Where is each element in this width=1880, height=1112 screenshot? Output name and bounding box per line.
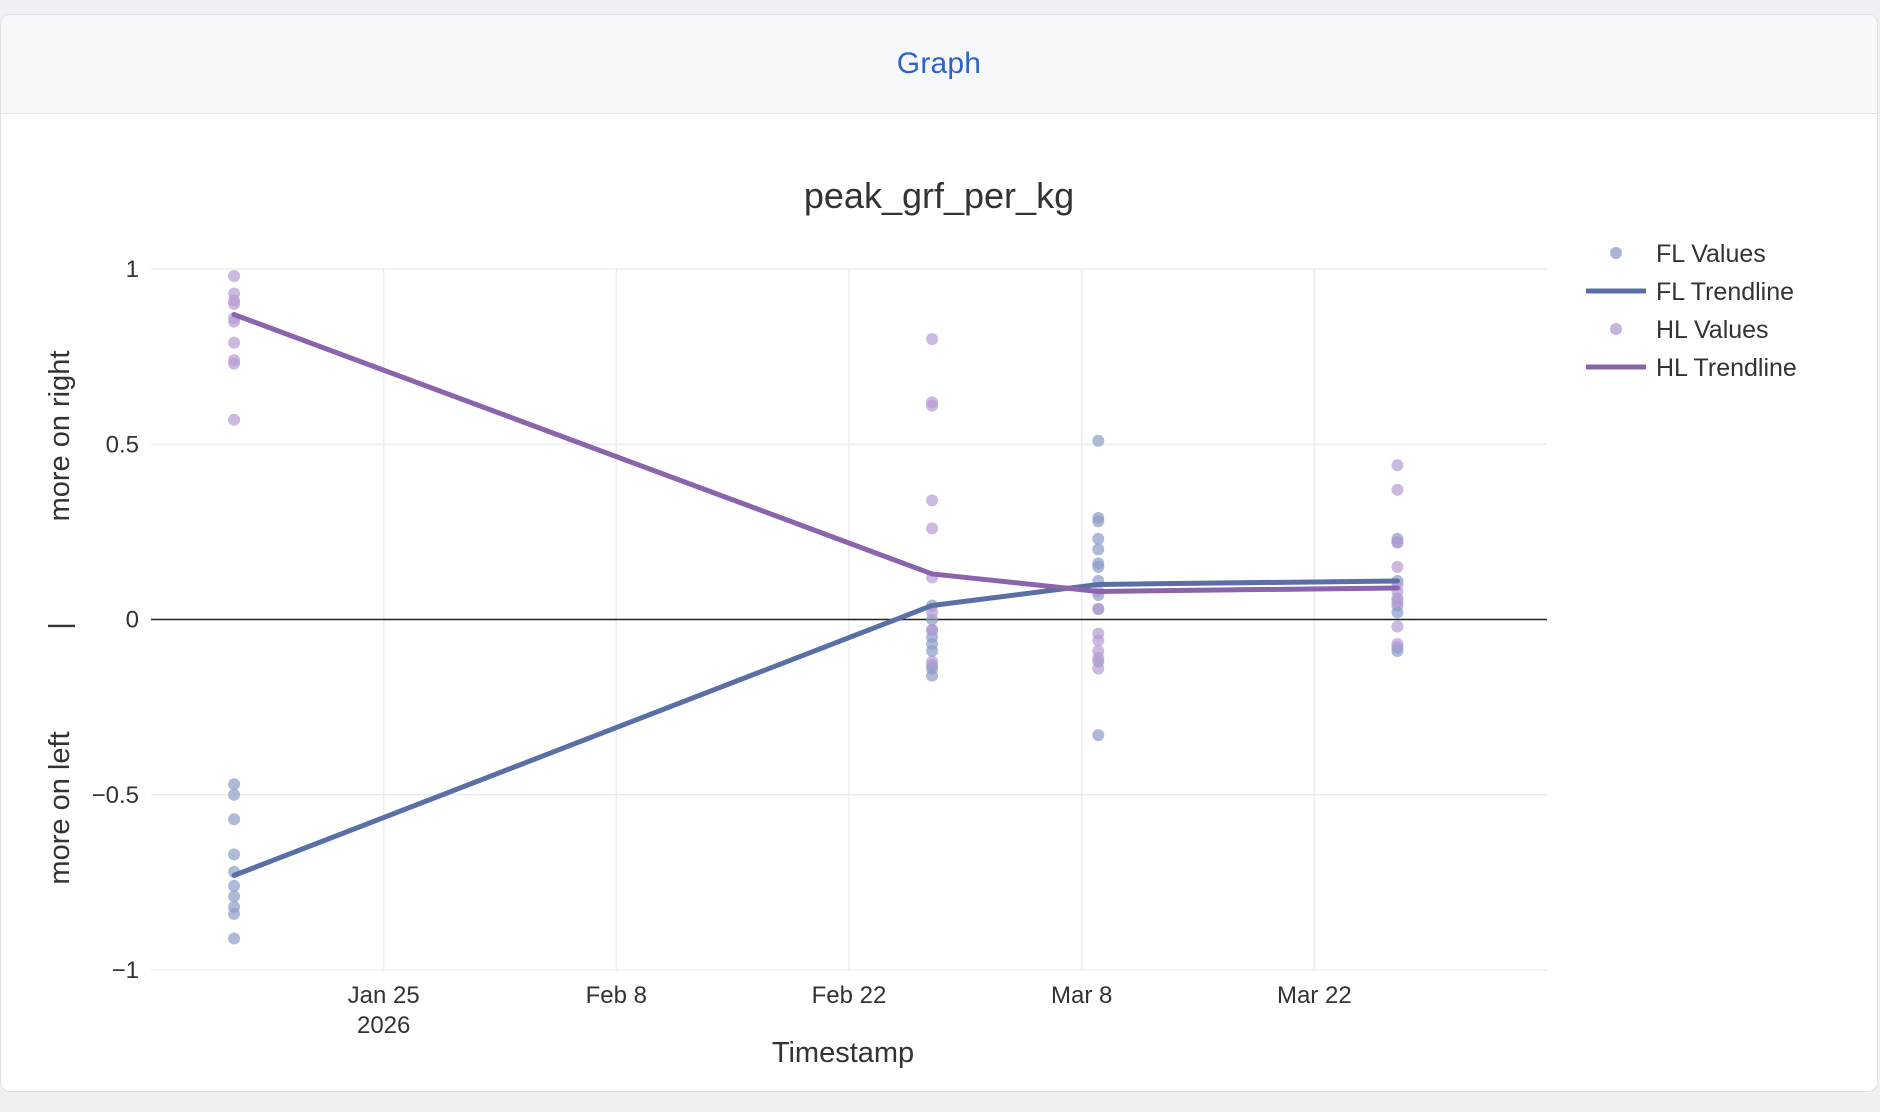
plot-data xyxy=(228,270,1404,945)
hl-value-point xyxy=(926,494,939,507)
fl-value-point xyxy=(228,932,241,945)
hl-value-point xyxy=(1391,536,1404,549)
hl-values-group xyxy=(228,270,1404,675)
fl-value-point xyxy=(228,788,241,801)
x-tick-sublabel: 2026 xyxy=(357,1012,410,1039)
legend-label: FL Trendline xyxy=(1656,278,1794,306)
hl-value-point xyxy=(926,655,939,668)
chart-area: 1 0.5 0 −0.5 −1 Jan 25 2026 Feb 8 Feb 22 Mar 8 Mar… xyxy=(1,114,1877,1091)
hl-value-point xyxy=(228,357,241,370)
hl-value-point xyxy=(1092,662,1105,675)
hl-value-point xyxy=(926,333,939,346)
hl-value-point xyxy=(1391,595,1404,608)
hl-value-point xyxy=(926,624,939,637)
tab-graph[interactable]: Graph xyxy=(896,47,982,80)
hl-value-point xyxy=(1092,602,1105,615)
y-axis-label-top: more on right xyxy=(44,351,76,522)
x-tick-label: Feb 8 xyxy=(586,982,647,1009)
legend-item-fl-values: FL Values xyxy=(1610,240,1766,268)
fl-value-point xyxy=(1092,560,1105,573)
fl-value-point xyxy=(228,778,241,791)
fl-value-point xyxy=(926,645,939,658)
hl-value-point xyxy=(1391,620,1404,633)
fl-value-point xyxy=(1092,543,1105,556)
legend-marker xyxy=(1610,323,1622,335)
legend-item-hl-trendline: HL Trendline xyxy=(1586,354,1797,382)
fl-value-point xyxy=(228,907,241,920)
y-tick-label: 0 xyxy=(126,607,139,634)
y-tick-label: 1 xyxy=(126,256,139,283)
fl-value-point xyxy=(1092,532,1105,545)
y-tick-label: 0.5 xyxy=(106,431,139,458)
legend-marker xyxy=(1610,247,1622,259)
card-header: Graph xyxy=(1,15,1877,114)
y-axis-label-mid: | xyxy=(44,622,76,630)
hl-value-point xyxy=(1391,560,1404,573)
hl-value-point xyxy=(926,606,939,619)
fl-value-point xyxy=(228,813,241,826)
hl-value-point xyxy=(1391,483,1404,496)
hl-value-point xyxy=(228,315,241,328)
hl-value-point xyxy=(228,336,241,349)
fl-trendline xyxy=(231,578,1400,878)
fl-value-point xyxy=(926,669,939,682)
chart-legend: FL Values FL Trendline HL Values HL Trendli… xyxy=(1586,240,1797,382)
fl-value-point xyxy=(1092,515,1105,528)
x-tick-label: Mar 8 xyxy=(1051,982,1112,1009)
y-tick-label: −1 xyxy=(112,957,139,984)
fl-value-point xyxy=(228,848,241,861)
peak-grf-chart: 1 0.5 0 −0.5 −1 Jan 25 2026 Feb 8 Feb 22 Mar 8 Mar… xyxy=(44,175,1797,1069)
hl-value-point xyxy=(228,413,241,426)
fl-value-point xyxy=(228,890,241,903)
grid-lines xyxy=(151,268,1547,971)
x-tick-label: Mar 22 xyxy=(1277,982,1352,1009)
fl-value-point xyxy=(1092,434,1105,447)
x-tick-label: Feb 22 xyxy=(812,982,887,1009)
hl-value-point xyxy=(1092,652,1105,665)
hl-value-point xyxy=(1391,638,1404,651)
legend-label: HL Values xyxy=(1656,316,1769,344)
y-axis-title: more on right | more on left xyxy=(44,351,76,885)
legend-item-fl-trendline: FL Trendline xyxy=(1586,278,1794,306)
y-axis-label-bottom: more on left xyxy=(44,731,76,884)
hl-trendline xyxy=(231,312,1400,594)
x-tick-label: Jan 25 xyxy=(348,982,420,1009)
axis-labels: 1 0.5 0 −0.5 −1 Jan 25 2026 Feb 8 Feb 22 Mar 8 Mar… xyxy=(92,256,1352,1039)
legend-item-hl-values: HL Values xyxy=(1610,316,1769,344)
legend-label: FL Values xyxy=(1656,240,1766,268)
fl-value-point xyxy=(228,879,241,892)
chart-title: peak_grf_per_kg xyxy=(804,175,1074,216)
hl-value-point xyxy=(926,522,939,535)
hl-value-point xyxy=(1092,634,1105,647)
legend-label: HL Trendline xyxy=(1656,354,1797,382)
fl-values-group xyxy=(228,434,1404,945)
hl-value-point xyxy=(926,399,939,412)
hl-value-point xyxy=(228,298,241,311)
fl-value-point xyxy=(1092,729,1105,742)
hl-value-point xyxy=(228,270,241,283)
x-axis-title: Timestamp xyxy=(772,1037,914,1069)
hl-value-point xyxy=(1391,459,1404,472)
y-tick-label: −0.5 xyxy=(92,782,139,809)
graph-card: Graph 1 0.5 0 −0.5 −1 Jan 25 2026 Feb 8 Feb 22 Ma… xyxy=(0,14,1878,1092)
fl-value-point xyxy=(1391,606,1404,619)
